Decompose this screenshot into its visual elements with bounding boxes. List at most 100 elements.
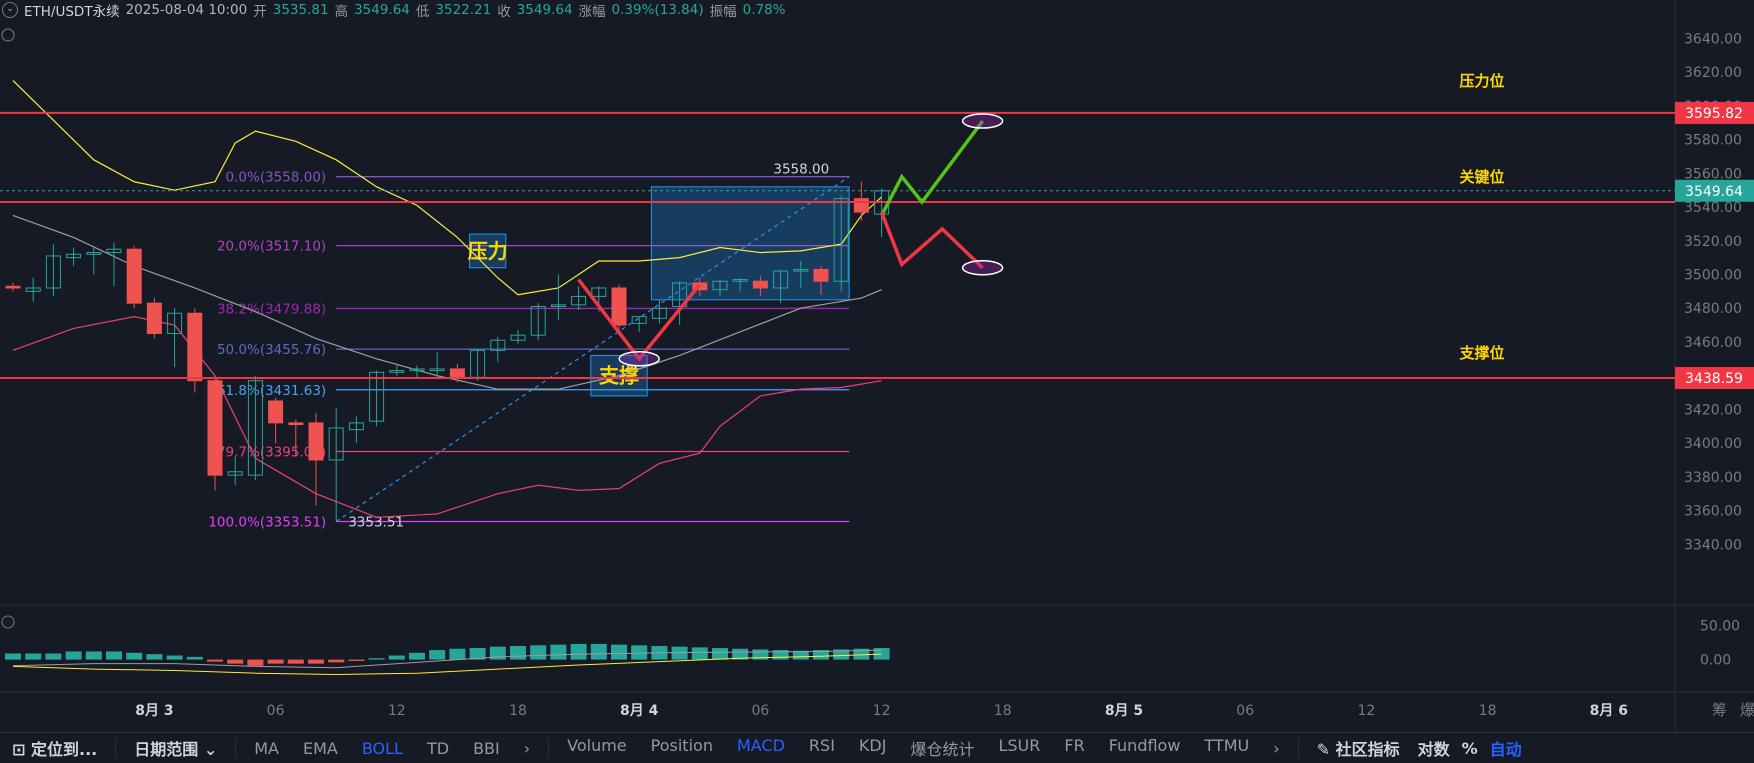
datetime-label: 2025-08-04 10:00 xyxy=(125,2,248,18)
fib-high-label: 3558.00 xyxy=(773,162,829,178)
candle xyxy=(672,282,688,308)
locate-label: 定位到... xyxy=(30,740,98,759)
projection-red-v xyxy=(577,278,702,362)
fib-trend-line xyxy=(335,176,850,522)
indicator-sub-1[interactable]: Position xyxy=(650,736,713,755)
candle xyxy=(268,400,284,424)
candle xyxy=(429,368,445,372)
fib-label: 20.0%(3517.10) xyxy=(217,239,326,255)
macd-histogram-bar xyxy=(247,659,264,666)
time-tick: 8月 3 xyxy=(135,703,173,719)
candle xyxy=(348,422,364,431)
time-tick: 18 xyxy=(1479,703,1497,719)
candle xyxy=(591,287,607,297)
toolbar-divider xyxy=(115,738,117,758)
indicator-main-3[interactable]: TD xyxy=(426,738,450,758)
current-price-tag xyxy=(1675,179,1754,202)
collapse-icon[interactable]: ⌄ xyxy=(2,2,18,18)
candle xyxy=(207,380,223,476)
time-tick: 06 xyxy=(751,703,769,719)
change-value: 0.39%(13.84) xyxy=(611,2,704,18)
target-ellipse xyxy=(618,351,660,367)
indicator-main-4[interactable]: BBI xyxy=(473,738,500,758)
change-label: 涨幅 xyxy=(578,4,606,20)
price-tick: 3520.00 xyxy=(1684,234,1742,250)
main-indicator-group: MA EMA BOLL TD BBI xyxy=(242,739,512,758)
indicator-sub-7[interactable]: FR xyxy=(1064,736,1085,755)
date-range-button[interactable]: 日期范围 ⌄ xyxy=(122,736,229,760)
macd-histogram-bar xyxy=(146,654,163,660)
date-range-label: 日期范围 xyxy=(134,740,199,759)
level-annotation: 支撑位 xyxy=(1458,344,1504,362)
indicator-main-2[interactable]: BOLL xyxy=(361,738,403,758)
box-label: 压力 xyxy=(468,239,508,263)
macd-tick: 50.00 xyxy=(1700,619,1740,635)
candle xyxy=(167,312,183,335)
macd-histogram-bar xyxy=(833,649,850,660)
price-tick: 3480.00 xyxy=(1684,301,1742,317)
chevron-right-icon[interactable]: › xyxy=(523,738,531,758)
indicator-sub-5[interactable]: 爆仓统计 xyxy=(910,740,975,759)
macd-histogram-bar xyxy=(671,646,688,660)
boll-upper-line xyxy=(12,80,883,296)
price-tick: 3540.00 xyxy=(1684,200,1742,216)
auto-scale-button[interactable]: 自动 xyxy=(1489,740,1522,759)
target-ellipse xyxy=(961,259,1004,276)
level-price-label: 3438.59 xyxy=(1685,371,1743,387)
high-label: 高 xyxy=(334,4,349,20)
candle xyxy=(409,368,425,372)
macd-histogram-bar xyxy=(570,643,587,660)
price-tick: 3580.00 xyxy=(1684,133,1742,149)
low-value: 3522.21 xyxy=(435,2,492,18)
macd-histogram-bar xyxy=(550,644,567,660)
indicator-sub-4[interactable]: KDJ xyxy=(858,736,887,755)
macd-line xyxy=(12,649,882,669)
edit-icon: ✎ xyxy=(1316,740,1336,759)
price-tick: 3400.00 xyxy=(1684,436,1742,452)
candle xyxy=(530,306,546,336)
candle xyxy=(833,198,849,282)
candle xyxy=(45,255,61,289)
indicator-sub-9[interactable]: TTMU xyxy=(1204,736,1250,755)
macd-signal-line xyxy=(12,653,882,676)
indicator-sub-0[interactable]: Volume xyxy=(567,736,627,755)
chevron-right-icon[interactable]: › xyxy=(1273,738,1280,758)
percent-scale-button[interactable]: % xyxy=(1461,738,1478,758)
expand-icon xyxy=(1,28,15,42)
indicator-sub-3[interactable]: RSI xyxy=(808,736,835,755)
symbol-label[interactable]: ETH/USDT永续 xyxy=(24,4,120,20)
macd-histogram-bar xyxy=(227,659,244,664)
indicator-sub-6[interactable]: LSUR xyxy=(998,736,1041,755)
chart-area[interactable]: 3640.003620.003600.003580.003560.003540.… xyxy=(0,0,1754,732)
macd-histogram-bar xyxy=(388,655,405,660)
indicator-main-0[interactable]: MA xyxy=(254,738,279,758)
macd-histogram-bar xyxy=(45,653,62,660)
target-ellipse xyxy=(961,113,1004,129)
macd-histogram-bar xyxy=(5,653,21,660)
price-tick: 3360.00 xyxy=(1684,504,1742,520)
time-tick: 8月 4 xyxy=(620,703,659,719)
candle xyxy=(66,253,82,259)
low-label: 低 xyxy=(415,4,430,20)
log-scale-button[interactable]: 对数 xyxy=(1417,740,1450,759)
candle xyxy=(752,280,768,289)
price-tick: 3460.00 xyxy=(1684,335,1742,351)
indicator-sub-2[interactable]: MACD xyxy=(736,736,785,755)
price-tick: 3420.00 xyxy=(1684,402,1742,418)
time-axis-label: 筹 xyxy=(1712,701,1727,719)
open-value: 3535.81 xyxy=(272,2,329,18)
macd-histogram-bar xyxy=(25,653,42,660)
indicator-sub-8[interactable]: Fundflow xyxy=(1108,736,1181,755)
locate-button[interactable]: ⊡ 定位到... xyxy=(0,736,109,760)
candle xyxy=(227,471,243,476)
macd-histogram-bar xyxy=(691,647,708,660)
sub-indicator-group: Volume Position MACD RSI KDJ 爆仓统计 LSUR FR Fundfl… xyxy=(555,736,1261,760)
macd-histogram-bar xyxy=(106,651,122,660)
candle xyxy=(550,304,566,308)
community-indicator-button[interactable]: ✎ 社区指标 xyxy=(1305,736,1412,760)
time-tick: 12 xyxy=(388,703,406,719)
macd-histogram-bar xyxy=(186,656,203,660)
ohlc-header: ⌄ ETH/USDT永续 2025-08-04 10:00 开 3535.81 高… xyxy=(0,0,792,20)
candle xyxy=(510,334,526,341)
indicator-main-1[interactable]: EMA xyxy=(302,738,338,758)
